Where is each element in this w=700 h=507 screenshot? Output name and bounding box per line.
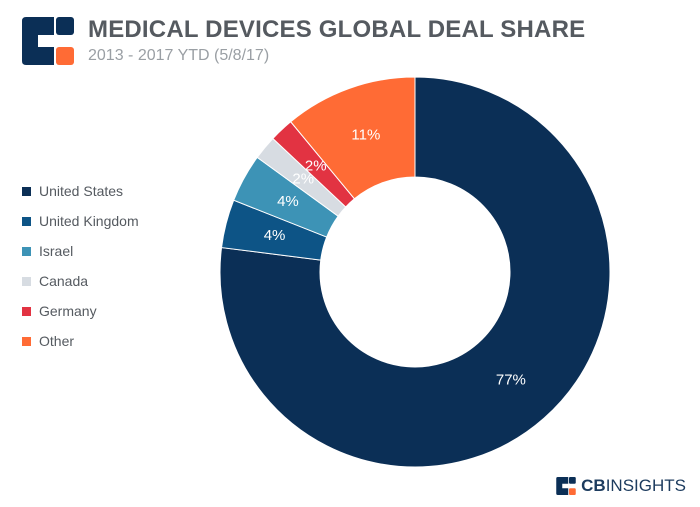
- logo-orange-block: [56, 47, 74, 65]
- legend-swatch: [22, 246, 31, 256]
- legend-label: Israel: [39, 243, 74, 259]
- legend-label: Canada: [39, 273, 89, 289]
- chart-title: MEDICAL DEVICES GLOBAL DEAL SHARE: [88, 16, 586, 43]
- slice-label-canada: 2%: [292, 171, 314, 188]
- brand-wordmark: CBINSIGHTS: [581, 476, 686, 496]
- legend-swatch: [22, 276, 31, 286]
- logo-navy-shape: [22, 17, 54, 65]
- chart-subtitle: 2013 - 2017 YTD (5/8/17): [88, 47, 270, 64]
- legend-label: United States: [39, 183, 124, 199]
- slice-label-germany: 2%: [305, 157, 327, 174]
- legend-swatch: [22, 216, 31, 226]
- brand-cb: CB: [581, 476, 606, 495]
- legend-swatch: [22, 306, 31, 316]
- legend-label: Germany: [39, 303, 97, 319]
- legend-label: United Kingdom: [39, 213, 139, 229]
- slice-label-other: 11%: [351, 127, 380, 144]
- cb-insights-logo-icon: [22, 17, 74, 65]
- legend-item-canada: Canada: [22, 266, 212, 296]
- chart-header: MEDICAL DEVICES GLOBAL DEAL SHARE 2013 -…: [22, 14, 682, 74]
- logo-navy-block: [56, 17, 74, 35]
- slice-united-states: [219, 76, 611, 468]
- slice-other: [289, 76, 416, 200]
- legend-item-germany: Germany: [22, 296, 212, 326]
- chart-legend: United States United Kingdom Israel Canada G…: [22, 176, 212, 356]
- legend-item-other: Other: [22, 326, 212, 356]
- legend-swatch: [22, 336, 31, 346]
- cb-insights-brand: CBINSIGHTS: [555, 475, 686, 497]
- slice-label-united-states: 77%: [496, 372, 526, 389]
- brand-insights: INSIGHTS: [605, 476, 686, 495]
- legend-item-israel: Israel: [22, 236, 212, 266]
- legend-label: Other: [39, 333, 75, 349]
- slice-label-israel: 4%: [277, 193, 299, 210]
- legend-item-united-states: United States: [22, 176, 212, 206]
- legend-swatch: [22, 186, 31, 196]
- legend-item-united-kingdom: United Kingdom: [22, 206, 212, 236]
- cb-insights-small-logo-icon: [556, 477, 576, 495]
- slice-label-united-kingdom: 4%: [264, 227, 286, 244]
